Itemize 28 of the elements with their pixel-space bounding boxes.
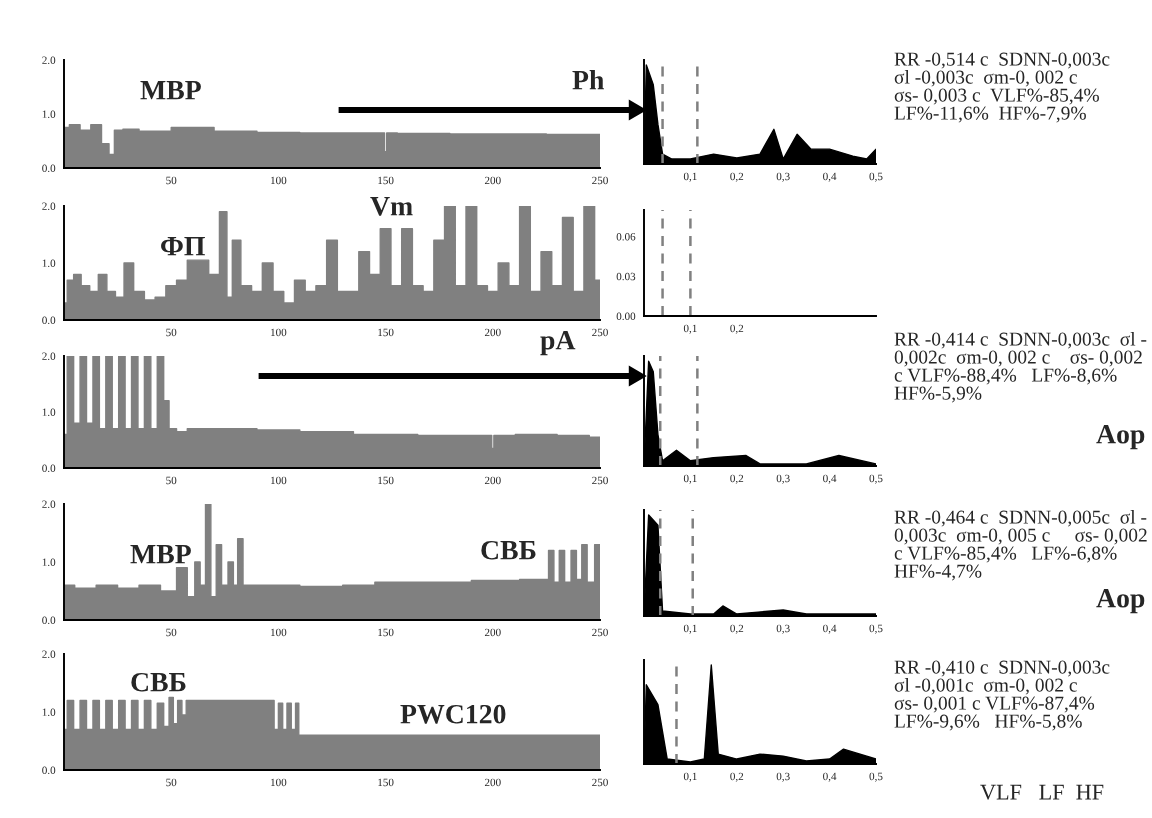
text: c VLF%-88,4% LF%-8,6% [894,368,1117,385]
text: VLF LF HF [980,784,1104,800]
text: HF%-5,9% [894,386,982,403]
annotation: ФП [161,237,205,256]
text: 0,002c σm-0, 002 c σs- 0,002 [894,350,1142,367]
annotation: PWC120 [400,704,506,724]
annotation: МВР [140,81,201,100]
annotation: СВБ [481,540,536,560]
text: Aop [1096,424,1145,450]
text: σs- 0,001 c VLF%-87,4% [894,696,1095,713]
text: RR -0,464 c SDNN-0,005c σl - [894,510,1147,527]
text: RR -0,414 c SDNN-0,003c σl - [894,332,1147,349]
text: HF%-4,7% [894,564,982,581]
text: RR -0,410 c SDNN-0,003c [894,660,1110,677]
text: c VLF%-85,4% LF%-6,8% [894,546,1117,563]
text: RR -0,514 c SDNN-0,003c [894,52,1110,69]
text: LF%-11,6% HF%-7,9% [894,106,1086,123]
text: 0,003c σm-0, 005 c σs- 0,002 [894,528,1147,545]
text: LF%-9,6% HF%-5,8% [894,714,1082,731]
annotation: СВБ [131,672,186,692]
text: pA [540,330,576,356]
annotation: Vm [370,197,413,216]
text: Aop [1096,588,1145,614]
text: σs- 0,003 c VLF%-85,4% [894,88,1099,105]
text: σl -0,003c σm-0, 002 c [894,70,1077,87]
annotation: МВР [130,545,191,564]
annotation: Ph [572,70,604,90]
text: σl -0,001c σm-0, 002 c [894,678,1077,695]
